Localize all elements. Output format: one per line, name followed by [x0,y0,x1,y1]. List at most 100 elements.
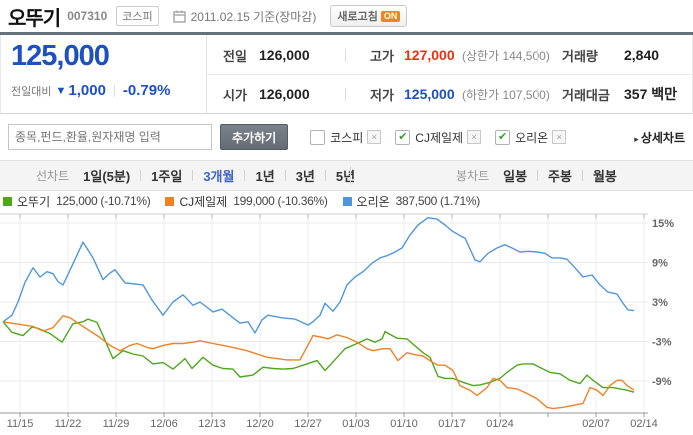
kospi-label: 코스피 [330,130,364,145]
prev-high-row: 전일 126,000 고가 127,000 (상한가 144,500) [223,46,550,64]
comparison-line-chart: 15% 9% 3% -3% -9% 11/15 11/22 11/29 12/06 12/13 12… [0,213,674,430]
tab-1year[interactable]: 1년 [255,169,275,184]
add-symbol-button[interactable]: 추가하기 [220,124,289,150]
upper-limit: (상한가 144,500) [462,48,550,63]
change-percent: -0.79% [122,82,171,99]
price-summary-panel: 125,000 전일대비 ▼ 1,000 -0.79% 전일 126,000 고… [0,35,693,114]
line-chart-tabs: 선차트 1일(5분) 1주일 3개월 1년 3년 5년 [36,161,355,190]
stock-code: 007310 [67,9,108,23]
x-axis-label: 01/17 [438,418,466,430]
candle-chart-caption: 봉차트 [456,169,490,183]
line-chart-caption: 선차트 [36,169,70,183]
volume-value: 2,840 [624,47,660,63]
amount-row: 거래대금 357 백만 [537,85,677,103]
divider [537,87,538,101]
x-axis-label: 12/06 [150,418,178,430]
lower-limit: (하한가 107,500) [462,87,550,102]
date-icon [172,10,186,23]
tab-3years[interactable]: 3년 [295,169,315,184]
divider [113,84,115,97]
high-value: 127,000 [404,47,455,63]
tab-monthly-candle[interactable]: 월봉 [592,169,617,184]
legend-item-ottogi: 오뚜기 125,000 (-10.71%) [3,193,151,210]
low-value: 125,000 [404,86,455,102]
y-axis-label: 15% [652,218,674,230]
x-axis-label: 11/15 [7,418,34,430]
volume-label: 거래량 [562,48,598,64]
volume-row: 거래량 2,840 [537,46,659,64]
x-axis-label: 02/07 [582,418,610,430]
orion-label: 오리온 [515,130,549,145]
x-axis-label: 12/20 [246,418,274,430]
y-axis-label: -3% [652,337,672,349]
down-triangle-icon: ▼ [55,84,67,97]
tab-1week[interactable]: 1주일 [151,169,183,184]
tab-1day[interactable]: 1일(5분) [83,169,131,184]
low-label: 저가 [370,87,394,103]
y-axis-label: -9% [652,376,672,388]
remove-kospi-icon[interactable]: × [367,130,382,144]
x-axis-label: 11/29 [103,418,130,430]
series-line-CJ제일제 [2,315,635,410]
y-axis-label: 3% [652,297,668,309]
compare-bar: 추가하기 코스피 × CJ제일제 × 오리온 × ▸상세차트 [0,116,693,158]
compare-checkbox-group: 코스피 × CJ제일제 × 오리온 × [310,129,580,146]
y-axis-label: 9% [652,258,668,270]
compare-item-orion: 오리온 × [495,129,567,146]
detail-chart-link[interactable]: ▸ 상세차트 [634,130,685,145]
candle-chart-tabs: 봉차트 일봉 주봉 월봉 [456,161,617,190]
change-label: 전일대비 [11,85,52,98]
high-label: 고가 [370,48,394,64]
legend-swatch-blue [342,196,352,206]
x-axis-label: 12/13 [198,418,226,430]
remove-orion-icon[interactable]: × [552,130,567,144]
header: 오뚜기 007310 코스피 2011.02.15 기준(장마감) 새로고침 O… [0,0,693,32]
divider [345,87,346,101]
x-axis-label: 12/27 [294,418,322,430]
series-line-오뚜기 [2,318,635,393]
compare-item-cj: CJ제일제 × [395,129,482,146]
panel-row-divider [207,74,691,75]
symbol-search-input[interactable] [8,124,212,150]
compare-item-kospi: 코스피 × [310,129,382,146]
chart-period-tabs: 선차트 1일(5분) 1주일 3개월 1년 3년 5년 봉차트 일봉 주봉 월봉 [0,160,693,191]
divider [345,48,346,62]
orion-checkbox[interactable] [495,129,511,145]
divider [537,48,538,62]
x-axis-label: 02/14 [630,418,658,430]
tab-daily-candle[interactable]: 일봉 [503,169,528,184]
arrow-right-icon: ▸ [634,133,639,144]
kospi-checkbox[interactable] [310,129,326,145]
tabs-divider [350,166,351,185]
legend-item-cj: CJ제일제 199,000 (-10.36%) [165,193,328,210]
as-of-date: 2011.02.15 기준(장마감) [190,9,317,24]
header-divider [0,32,693,35]
stock-name: 오뚜기 [8,7,61,30]
legend-item-orion: 오리온 387,500 (1.71%) [342,193,480,210]
tab-weekly-candle[interactable]: 주봉 [548,169,572,184]
price-change-row: 전일대비 ▼ 1,000 -0.79% [11,82,170,99]
cj-checkbox[interactable] [395,129,411,145]
amount-label: 거래대금 [562,87,610,103]
tab-5years[interactable]: 5년 [335,169,356,184]
auto-refresh-button[interactable]: 새로고침 ON [330,5,408,27]
open-value: 126,000 [259,86,310,102]
panel-divider [206,35,207,113]
open-label: 시가 [223,87,247,103]
remove-cj-icon[interactable]: × [467,130,482,144]
cj-label: CJ제일제 [415,130,464,145]
legend-swatch-orange [165,196,175,206]
refresh-on-badge: ON [380,10,401,22]
x-axis-label: 11/22 [55,418,82,430]
prev-close-label: 전일 [223,48,247,64]
current-price: 125,000 [11,40,110,72]
tab-3months[interactable]: 3개월 [203,169,235,184]
change-value: 1,000 [68,82,106,99]
x-axis-label: 01/24 [486,418,514,430]
series-line-오리온 [2,216,635,334]
market-badge: 코스피 [116,6,159,26]
x-axis-label: 01/03 [342,418,370,430]
prev-close-value: 126,000 [259,47,310,63]
refresh-label: 새로고침 [337,11,378,23]
legend-swatch-green [3,196,12,206]
